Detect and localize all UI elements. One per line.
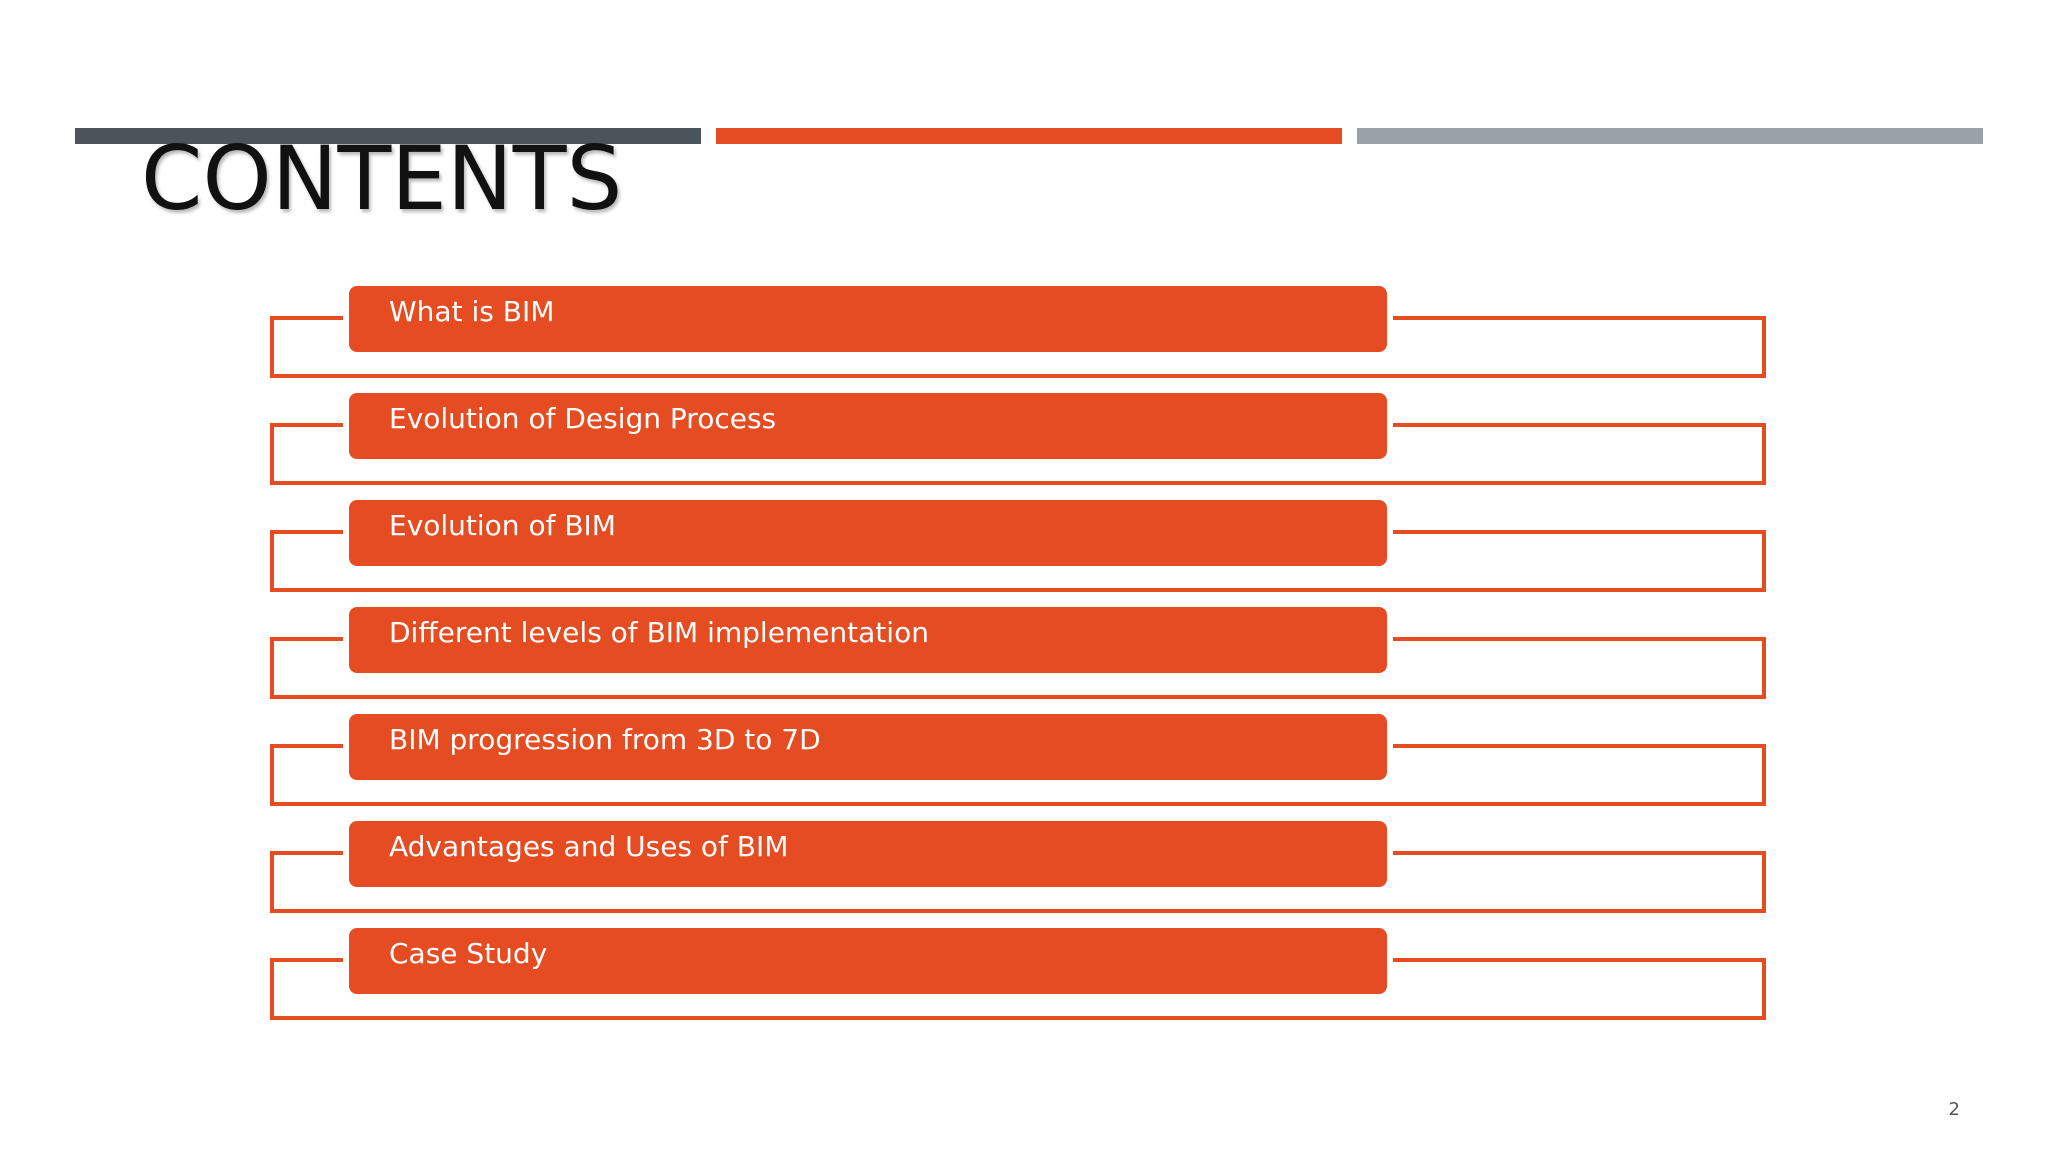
contents-item-case-study: Case Study [0, 928, 2048, 1028]
contents-item-bar: Evolution of BIM [349, 500, 1387, 566]
contents-item-bar: Different levels of BIM implementation [349, 607, 1387, 673]
contents-item-bar: Evolution of Design Process [349, 393, 1387, 459]
slide-page-number: 2 [1948, 1099, 1960, 1120]
accent-bar-right [1357, 128, 1983, 144]
contents-item-levels-of-bim-implementation: Different levels of BIM implementation [0, 607, 2048, 707]
contents-item-what-is-bim: What is BIM [0, 286, 2048, 386]
slide-title: CONTENTS [141, 127, 623, 230]
contents-item-advantages-and-uses: Advantages and Uses of BIM [0, 821, 2048, 921]
contents-item-bar: Advantages and Uses of BIM [349, 821, 1387, 887]
accent-bar-middle [716, 128, 1342, 144]
contents-item-bim-progression: BIM progression from 3D to 7D [0, 714, 2048, 814]
contents-item-evolution-of-design-process: Evolution of Design Process [0, 393, 2048, 493]
contents-item-evolution-of-bim: Evolution of BIM [0, 500, 2048, 600]
contents-item-bar: What is BIM [349, 286, 1387, 352]
accent-bar-left [75, 128, 701, 144]
contents-item-bar: BIM progression from 3D to 7D [349, 714, 1387, 780]
contents-item-bar: Case Study [349, 928, 1387, 994]
